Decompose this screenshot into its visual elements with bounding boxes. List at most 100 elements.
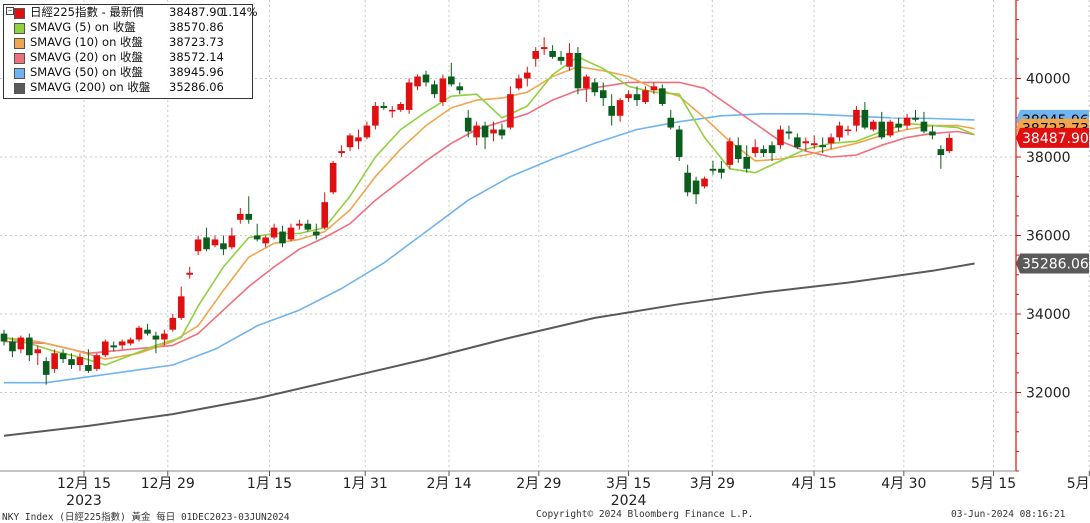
candle: [675, 125, 683, 161]
candle-body: [26, 337, 33, 356]
candle-body: [557, 56, 565, 61]
candle-body: [768, 145, 776, 154]
moving-average-line: [3, 262, 975, 437]
candle-body: [507, 94, 514, 128]
candle: [405, 78, 413, 114]
candle-body: [574, 52, 582, 89]
candle-body: [245, 213, 253, 220]
candle-body: [650, 86, 658, 91]
candle: [59, 349, 67, 364]
candle-body: [388, 109, 396, 112]
legend-item: SMAVG (50) on 收盤 38945.96: [4, 65, 252, 80]
candle: [26, 333, 33, 362]
moving-average-lines: [3, 56, 975, 437]
candle: [836, 121, 843, 142]
candle: [101, 339, 109, 358]
candle-body: [751, 147, 759, 154]
candle-body: [684, 172, 691, 193]
candle: [903, 113, 911, 130]
candle: [861, 102, 869, 130]
candle-body: [237, 213, 244, 220]
candle-body: [819, 145, 826, 148]
legend-swatch: [14, 53, 25, 64]
candle: [380, 102, 388, 110]
candle: [937, 145, 945, 169]
candle: [515, 74, 523, 91]
candle-body: [675, 129, 683, 157]
candle-body: [743, 157, 751, 169]
legend-swatch: [14, 83, 25, 94]
legend-item: SMAVG (5) on 收盤 38570.86: [4, 20, 252, 35]
x-tick-label: 2月 29: [516, 476, 561, 492]
candle-body: [785, 131, 793, 134]
candle-body: [321, 202, 329, 228]
candle: [0, 329, 8, 346]
candle-body: [920, 121, 928, 132]
candle: [161, 329, 168, 346]
candle: [599, 82, 607, 106]
legend-series-name: SMAVG (5) on 收盤: [30, 20, 136, 34]
candle-body: [34, 349, 42, 354]
candle-body: [870, 121, 877, 130]
candle: [321, 192, 329, 230]
candle-body: [709, 168, 717, 171]
footer-left: NKY Index (日經225指數) 黃金 每日 01DEC2023-03JU…: [2, 512, 290, 523]
legend-swatch: [14, 8, 25, 19]
legend-swatch: [14, 23, 25, 34]
candle-body: [490, 129, 497, 134]
candle-body: [667, 117, 675, 128]
candle-body: [431, 84, 438, 95]
candle: [448, 62, 455, 87]
x-tick-label: 1月 31: [343, 476, 388, 492]
candle-body: [861, 109, 869, 128]
candle: [734, 137, 742, 163]
x-tick-label: 12月 15: [57, 476, 111, 492]
candle: [777, 125, 784, 150]
legend-swatch: [14, 68, 25, 79]
x-tick-label: 4月 15: [791, 476, 836, 492]
candle-body: [220, 243, 227, 250]
candle-body: [397, 104, 404, 110]
candle: [523, 66, 531, 87]
candle-body: [169, 317, 177, 330]
candle-body: [118, 341, 126, 346]
candle-body: [262, 237, 269, 244]
candle: [245, 196, 253, 224]
candle-body: [448, 76, 455, 85]
legend-collapse-icon[interactable]: −: [6, 7, 14, 15]
candle: [329, 160, 337, 195]
legend-series-value: 38945.96: [169, 65, 224, 79]
candle-body: [659, 88, 666, 105]
candle: [9, 337, 16, 358]
candle-body: [253, 235, 261, 240]
candle: [810, 135, 818, 150]
candle: [34, 345, 42, 366]
candle-body: [177, 296, 185, 318]
candle: [929, 125, 936, 140]
candle: [726, 137, 734, 169]
candle-body: [312, 231, 320, 236]
candle: [532, 47, 540, 67]
candle: [895, 117, 902, 132]
candle-body: [903, 117, 911, 126]
candle-body: [633, 94, 641, 101]
candle-body: [135, 327, 143, 340]
candle: [633, 86, 641, 106]
moving-average-line: [3, 65, 975, 360]
y-tick-label: 34000: [1026, 307, 1071, 323]
candle-body: [152, 335, 160, 340]
last-value-tag-bg: [1016, 127, 1089, 148]
candle-body: [532, 51, 540, 59]
candle-body: [945, 137, 953, 152]
candle: [802, 137, 810, 152]
legend-item: SMAVG (20) on 收盤 38572.14: [4, 50, 252, 65]
candle: [625, 90, 632, 103]
candle-body: [734, 145, 742, 159]
candle-body: [101, 341, 109, 356]
x-year-label: 2024: [611, 493, 647, 509]
last-value-tag-bg: [1016, 253, 1089, 274]
x-year-label: 2023: [66, 493, 102, 509]
candle-body: [625, 94, 632, 99]
candle-body: [844, 129, 852, 132]
